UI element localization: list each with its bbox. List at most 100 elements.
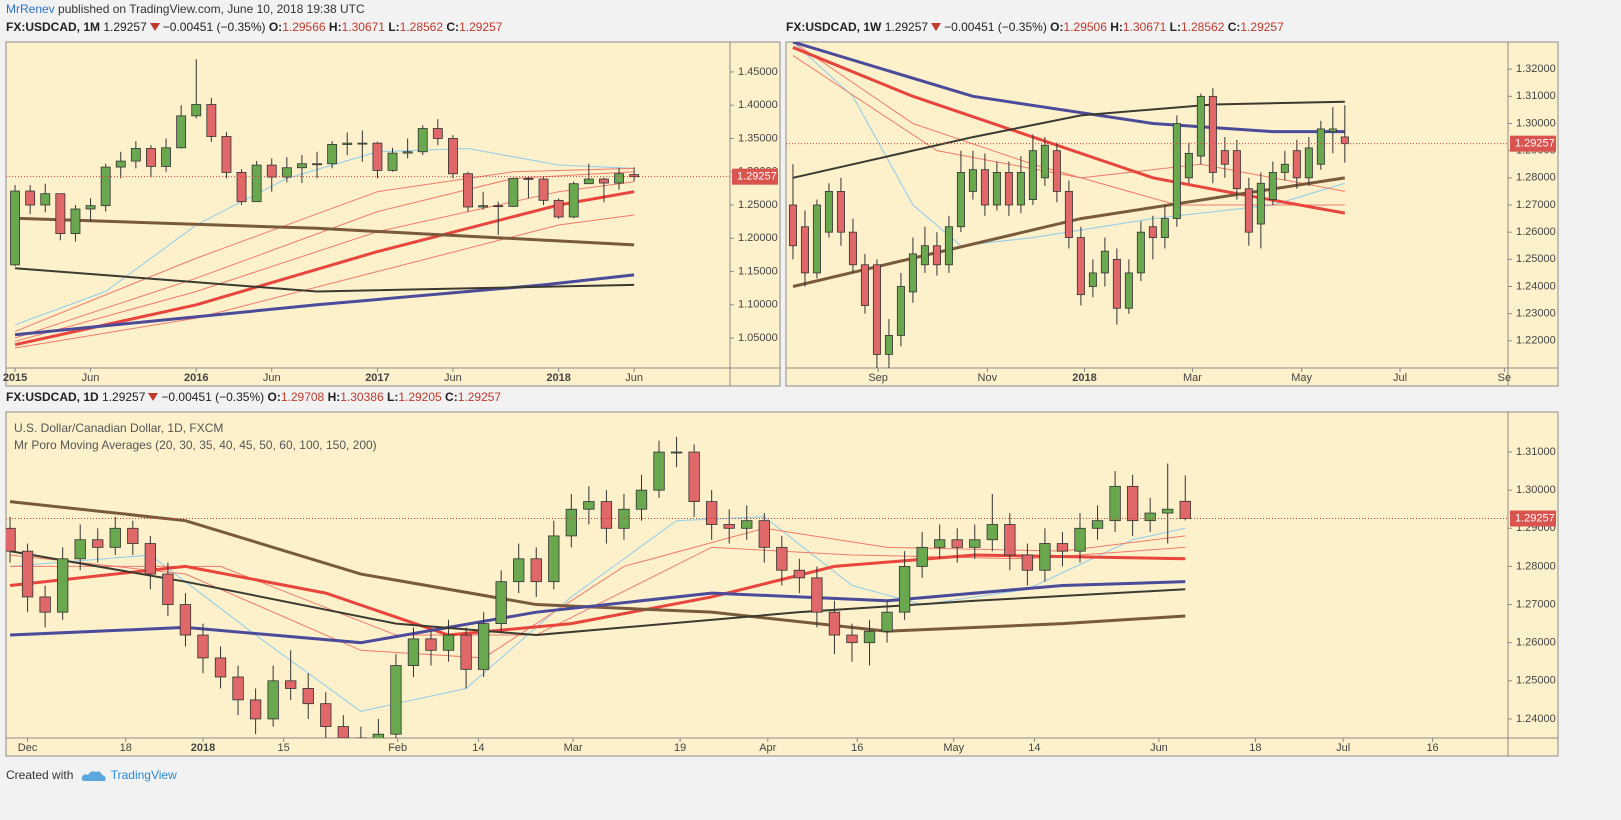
candle-body (179, 604, 192, 636)
candle-body (25, 190, 36, 206)
candle-body (635, 489, 648, 510)
last-price-box (1510, 135, 1556, 152)
ohlc-label: L: (386, 390, 399, 404)
x-tick-label: Jul (1393, 372, 1407, 384)
candle-body (565, 508, 577, 537)
candle-body (1268, 171, 1277, 200)
candle-body (176, 115, 187, 149)
candle-body (327, 144, 338, 165)
candle-body (6, 527, 16, 552)
candle-body (800, 226, 809, 274)
candle-body (758, 520, 770, 548)
chart-frame (785, 41, 1559, 387)
moving-average (792, 100, 1345, 179)
y-tick-label: 1.25000 (1516, 253, 1556, 265)
candle-body (372, 142, 383, 171)
down-arrow (149, 23, 160, 31)
x-tick-label: 19 (674, 742, 686, 754)
candle-body (1328, 128, 1337, 133)
y-tick-label: 1.30000 (1516, 117, 1556, 129)
y-tick-label: 1.35000 (738, 132, 778, 144)
ohlc-label: C: (446, 20, 460, 34)
candle-body (477, 623, 490, 670)
ohlc-value: 1.28562 (399, 20, 444, 34)
candle-body (1109, 485, 1121, 522)
candle-body (1172, 123, 1181, 219)
price: 1.29257 (102, 390, 146, 404)
author[interactable]: MrRenev (6, 2, 55, 16)
x-tick-label: 2016 (184, 372, 208, 384)
candle-body (908, 253, 917, 293)
chart-header: FX:USDCAD, 1D 1.29257 −0.00451 (−0.35%) O… (6, 390, 501, 404)
x-tick-label: 16 (1426, 742, 1438, 754)
legend-title: U.S. Dollar/Canadian Dollar, 1D, FXCM (14, 421, 223, 435)
candle-body (281, 167, 292, 178)
candle-body (992, 171, 1001, 206)
symbol: FX:USDCAD, 1W (786, 20, 882, 34)
candle-body (493, 205, 504, 208)
x-tick-label: 2015 (3, 372, 27, 384)
candle-body (1076, 237, 1085, 296)
y-tick-label: 1.23000 (1516, 308, 1556, 320)
x-tick-label: Jun (444, 372, 462, 384)
candle-body (460, 634, 472, 670)
x-tick-label: 18 (1249, 742, 1261, 754)
y-tick-label: 1.26000 (1516, 226, 1556, 238)
ohlc-label: O: (268, 20, 283, 34)
ohlc-label: H: (328, 20, 342, 34)
candle-body (969, 539, 981, 548)
candle-body (629, 174, 640, 178)
y-tick-label: 1.28000 (1516, 172, 1556, 184)
y-tick-label: 1.20000 (738, 232, 778, 244)
candle-body (40, 193, 51, 206)
candle-body (1056, 543, 1069, 552)
brand[interactable]: TradingView (110, 768, 177, 782)
candle-body (670, 451, 683, 454)
y-tick-label: 1.27000 (1516, 199, 1556, 211)
candle-body (723, 524, 735, 529)
chart-frame (5, 41, 781, 387)
candle-body (956, 171, 965, 228)
ohlc-label: H: (1110, 20, 1123, 34)
candle-body (653, 451, 665, 491)
x-tick-label: Apr (759, 742, 776, 754)
candle-body (1304, 147, 1313, 179)
y-tick-label: 1.10000 (738, 299, 778, 311)
y-tick-label: 1.22000 (1516, 335, 1556, 347)
candle-body (285, 680, 297, 689)
ohlc-value: 1.29708 (280, 390, 325, 404)
candle-body (1340, 136, 1349, 145)
candle-body (811, 577, 823, 613)
candle-body (986, 524, 998, 541)
y-tick-label: 1.27000 (1516, 598, 1556, 610)
x-tick-label: Jun (82, 372, 100, 384)
chart-header: FX:USDCAD, 1W 1.29257 −0.00451 (−0.35%) O… (786, 20, 1284, 34)
symbol: FX:USDCAD, 1D (6, 390, 99, 404)
x-tick-label: May (943, 742, 964, 754)
candle-body (824, 191, 833, 233)
footer: Created with TradingView (6, 768, 177, 783)
candle-body (442, 634, 455, 651)
ohlc-value: 1.29205 (398, 390, 442, 404)
candle-body (1184, 152, 1193, 179)
candle-body (267, 680, 279, 720)
change: −0.00451 (−0.35%) (162, 20, 266, 34)
candle-body (523, 177, 534, 180)
candle-body (776, 546, 788, 571)
candle-body (100, 166, 111, 207)
candle-body (56, 558, 69, 613)
candle-body (980, 169, 989, 206)
ohlc-value: 1.29506 (1063, 20, 1107, 34)
candle-body (221, 136, 232, 173)
candle-body (232, 676, 244, 701)
candle-body (812, 204, 821, 274)
candle-body (934, 539, 946, 548)
candle-body (372, 733, 385, 738)
moving-average (792, 42, 1345, 134)
candle-body (146, 148, 156, 167)
candle-body (1316, 128, 1325, 165)
ohlc-value: 1.29257 (459, 20, 503, 34)
candle-body (538, 178, 549, 201)
x-tick-label: Mar (564, 742, 583, 754)
indicator-legend: Mr Poro Moving Averages (20, 30, 35, 40,… (14, 438, 377, 452)
